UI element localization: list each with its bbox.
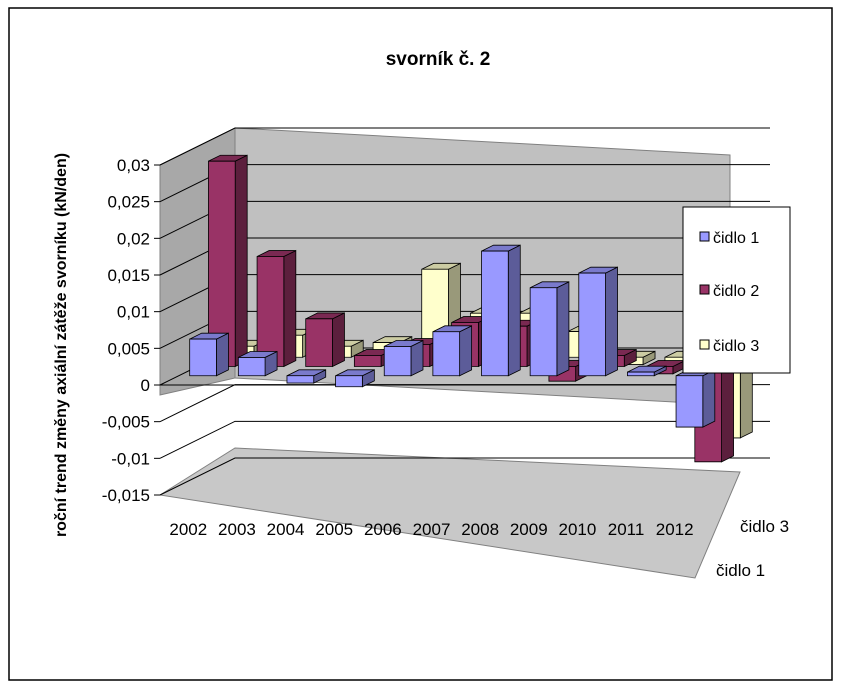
bar-side xyxy=(216,333,228,376)
bar-front xyxy=(384,346,411,375)
bar-side xyxy=(460,326,472,376)
x-tick-label: 2012 xyxy=(656,520,694,539)
bar-front xyxy=(627,372,654,376)
depth-label-cidlo-3: čidlo 3 xyxy=(740,517,789,536)
depth-label-cidlo-1: čidlo 1 xyxy=(716,561,765,580)
bar-front xyxy=(433,332,460,376)
y-axis-label: roční trend změny axiální zátěže svorník… xyxy=(53,153,70,537)
legend-swatch-cidlo-3 xyxy=(700,340,709,349)
x-tick-label: 2009 xyxy=(510,520,548,539)
x-tick-label: 2006 xyxy=(364,520,402,539)
bar-side xyxy=(508,245,520,376)
y-tick-label: -0,015 xyxy=(102,486,150,505)
bar-side xyxy=(284,251,296,367)
y-tick-label: 0,015 xyxy=(107,266,150,285)
bar-front xyxy=(287,376,314,383)
bar-front xyxy=(257,257,284,367)
x-tick-label: 2007 xyxy=(413,520,451,539)
legend-label-cidlo-1: čidlo 1 xyxy=(713,230,759,247)
x-tick-label: 2010 xyxy=(558,520,596,539)
bar-side xyxy=(703,370,715,427)
bar xyxy=(257,251,296,367)
legend-swatch-cidlo-1 xyxy=(700,232,709,241)
bar-front xyxy=(676,376,703,427)
y-tick-label: 0,02 xyxy=(117,229,150,248)
y-tick-label: -0,005 xyxy=(102,413,150,432)
bar-front xyxy=(579,273,606,376)
bar-front xyxy=(354,356,381,367)
bar xyxy=(306,313,345,367)
y-tick-label: 0 xyxy=(141,376,150,395)
bar-front xyxy=(306,319,333,367)
legend: čidlo 1 čidlo 2 čidlo 3 xyxy=(683,207,790,373)
x-tick-label: 2002 xyxy=(169,520,207,539)
x-axis-ticks: 2002 2003 2004 2005 2006 2007 2008 2009 2010 2011… xyxy=(169,520,693,539)
bar xyxy=(433,326,472,376)
bar xyxy=(579,267,618,376)
y-tick-label: -0,01 xyxy=(111,449,150,468)
bar-front xyxy=(482,251,509,376)
y-tick-label: 0,005 xyxy=(107,339,150,358)
legend-label-cidlo-3: čidlo 3 xyxy=(713,338,759,355)
bar-side xyxy=(557,282,569,376)
x-tick-label: 2005 xyxy=(315,520,353,539)
bar xyxy=(482,245,521,376)
bar-front xyxy=(238,357,265,375)
legend-swatch-cidlo-2 xyxy=(700,285,709,294)
x-tick-label: 2008 xyxy=(461,520,499,539)
y-tick-label: 0,025 xyxy=(107,193,150,212)
bar-side xyxy=(332,313,344,367)
bar xyxy=(238,351,277,375)
x-tick-label: 2004 xyxy=(267,520,305,539)
bar-side xyxy=(235,155,247,366)
bar-front xyxy=(530,288,557,376)
bar xyxy=(676,370,715,427)
bar-side xyxy=(722,361,734,462)
bar-front xyxy=(336,376,363,387)
legend-label-cidlo-2: čidlo 2 xyxy=(713,283,759,300)
x-tick-label: 2011 xyxy=(608,520,645,539)
y-tick-label: 0,01 xyxy=(117,303,150,322)
bar-front xyxy=(190,339,217,376)
chart-title: svorník č. 2 xyxy=(386,49,491,70)
y-tick-label: 0,03 xyxy=(117,156,150,175)
bar xyxy=(190,333,229,376)
bar xyxy=(384,340,423,375)
bar xyxy=(530,282,569,376)
bar-side xyxy=(606,267,618,376)
x-tick-label: 2003 xyxy=(218,520,256,539)
